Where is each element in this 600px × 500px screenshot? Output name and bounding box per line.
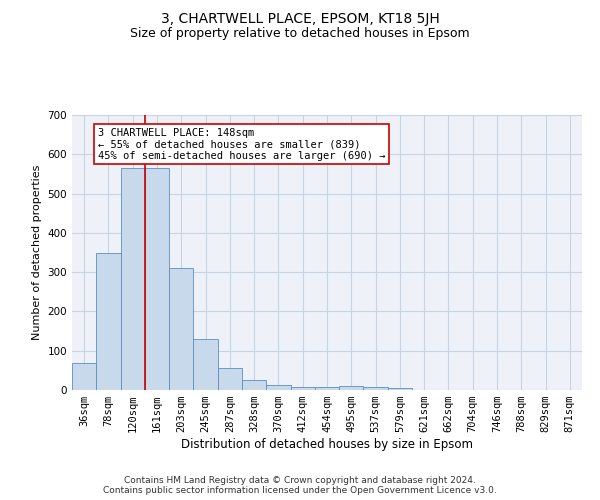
Bar bbox=[96, 252, 121, 390]
Text: 3, CHARTWELL PLACE, EPSOM, KT18 5JH: 3, CHARTWELL PLACE, EPSOM, KT18 5JH bbox=[161, 12, 439, 26]
Bar bbox=[315, 387, 339, 390]
Bar bbox=[169, 268, 193, 390]
Bar bbox=[218, 368, 242, 390]
Bar bbox=[121, 168, 145, 390]
X-axis label: Distribution of detached houses by size in Epsom: Distribution of detached houses by size … bbox=[181, 438, 473, 451]
Bar bbox=[339, 386, 364, 390]
Text: Size of property relative to detached houses in Epsom: Size of property relative to detached ho… bbox=[130, 28, 470, 40]
Y-axis label: Number of detached properties: Number of detached properties bbox=[32, 165, 42, 340]
Text: 3 CHARTWELL PLACE: 148sqm
← 55% of detached houses are smaller (839)
45% of semi: 3 CHARTWELL PLACE: 148sqm ← 55% of detac… bbox=[97, 128, 385, 161]
Bar bbox=[145, 168, 169, 390]
Bar bbox=[266, 385, 290, 390]
Bar bbox=[388, 388, 412, 390]
Bar bbox=[290, 387, 315, 390]
Bar bbox=[193, 339, 218, 390]
Text: Contains HM Land Registry data © Crown copyright and database right 2024.
Contai: Contains HM Land Registry data © Crown c… bbox=[103, 476, 497, 495]
Bar bbox=[242, 380, 266, 390]
Bar bbox=[364, 387, 388, 390]
Bar bbox=[72, 362, 96, 390]
